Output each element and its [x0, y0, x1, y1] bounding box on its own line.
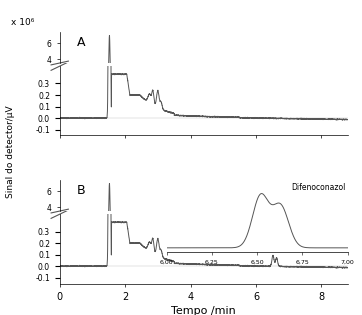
Text: x 10⁶: x 10⁶	[11, 18, 34, 27]
X-axis label: Tempo /min: Tempo /min	[171, 306, 236, 315]
Text: Sinal do detector/μV: Sinal do detector/μV	[7, 105, 15, 198]
Text: Difenoconazol: Difenoconazol	[291, 183, 346, 192]
Text: A: A	[77, 36, 85, 49]
Text: B: B	[77, 184, 86, 197]
